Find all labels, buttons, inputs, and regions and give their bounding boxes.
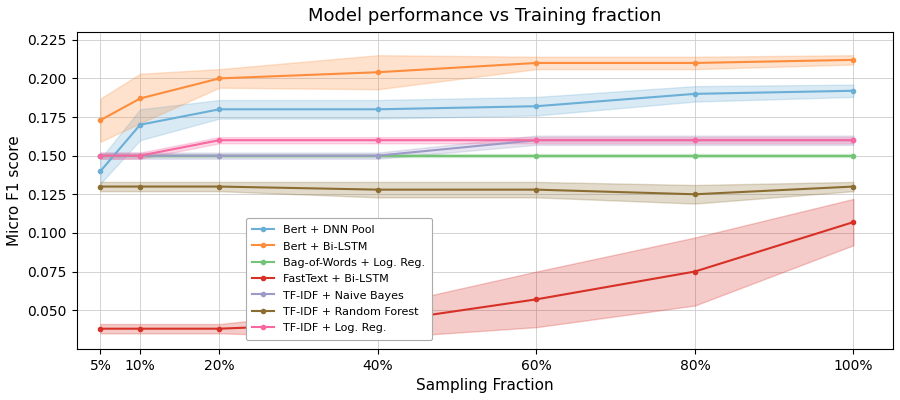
Bag-of-Words + Log. Reg. bbox=[689, 153, 700, 158]
TF-IDF + Random Forest bbox=[848, 184, 859, 189]
Bag-of-Words + Log. Reg. bbox=[95, 153, 106, 158]
FastText + Bi-LSTM bbox=[135, 326, 146, 331]
Legend: Bert + DNN Pool, Bert + Bi-LSTM, Bag-of-Words + Log. Reg., FastText + Bi-LSTM, T: Bert + DNN Pool, Bert + Bi-LSTM, Bag-of-… bbox=[246, 218, 432, 340]
FastText + Bi-LSTM bbox=[95, 326, 106, 331]
TF-IDF + Naive Bayes bbox=[214, 153, 225, 158]
TF-IDF + Naive Bayes bbox=[135, 153, 146, 158]
Bert + DNN Pool bbox=[689, 92, 700, 96]
Bert + DNN Pool bbox=[135, 122, 146, 127]
TF-IDF + Naive Bayes bbox=[689, 138, 700, 143]
Line: FastText + Bi-LSTM: FastText + Bi-LSTM bbox=[98, 220, 856, 331]
TF-IDF + Log. Reg. bbox=[373, 138, 383, 143]
TF-IDF + Random Forest bbox=[135, 184, 146, 189]
Bert + Bi-LSTM bbox=[214, 76, 225, 81]
TF-IDF + Random Forest bbox=[214, 184, 225, 189]
Bert + DNN Pool bbox=[531, 104, 542, 109]
Line: TF-IDF + Random Forest: TF-IDF + Random Forest bbox=[98, 184, 856, 196]
FastText + Bi-LSTM bbox=[689, 269, 700, 274]
Title: Model performance vs Training fraction: Model performance vs Training fraction bbox=[308, 7, 662, 25]
Bert + DNN Pool bbox=[373, 107, 383, 112]
TF-IDF + Log. Reg. bbox=[689, 138, 700, 143]
Bert + Bi-LSTM bbox=[531, 60, 542, 65]
FastText + Bi-LSTM bbox=[373, 320, 383, 325]
TF-IDF + Log. Reg. bbox=[531, 138, 542, 143]
Bert + Bi-LSTM bbox=[373, 70, 383, 75]
Bert + Bi-LSTM bbox=[848, 58, 859, 62]
Bert + DNN Pool bbox=[214, 107, 225, 112]
Line: Bert + Bi-LSTM: Bert + Bi-LSTM bbox=[98, 58, 856, 122]
X-axis label: Sampling Fraction: Sampling Fraction bbox=[416, 378, 554, 393]
FastText + Bi-LSTM bbox=[848, 220, 859, 224]
Bag-of-Words + Log. Reg. bbox=[135, 153, 146, 158]
TF-IDF + Log. Reg. bbox=[95, 153, 106, 158]
TF-IDF + Log. Reg. bbox=[214, 138, 225, 143]
TF-IDF + Random Forest bbox=[531, 187, 542, 192]
Bag-of-Words + Log. Reg. bbox=[531, 153, 542, 158]
TF-IDF + Random Forest bbox=[373, 187, 383, 192]
TF-IDF + Random Forest bbox=[95, 184, 106, 189]
Bag-of-Words + Log. Reg. bbox=[848, 153, 859, 158]
Bag-of-Words + Log. Reg. bbox=[214, 153, 225, 158]
Bert + Bi-LSTM bbox=[689, 60, 700, 65]
TF-IDF + Log. Reg. bbox=[135, 153, 146, 158]
Bag-of-Words + Log. Reg. bbox=[373, 153, 383, 158]
Bert + DNN Pool bbox=[848, 88, 859, 93]
Line: Bert + DNN Pool: Bert + DNN Pool bbox=[98, 89, 856, 173]
Bert + Bi-LSTM bbox=[135, 96, 146, 101]
TF-IDF + Naive Bayes bbox=[848, 138, 859, 143]
Line: Bag-of-Words + Log. Reg.: Bag-of-Words + Log. Reg. bbox=[98, 154, 856, 158]
TF-IDF + Naive Bayes bbox=[531, 138, 542, 143]
TF-IDF + Naive Bayes bbox=[373, 153, 383, 158]
TF-IDF + Random Forest bbox=[689, 192, 700, 197]
Line: TF-IDF + Naive Bayes: TF-IDF + Naive Bayes bbox=[98, 138, 856, 158]
Bert + Bi-LSTM bbox=[95, 118, 106, 122]
TF-IDF + Log. Reg. bbox=[848, 138, 859, 143]
Bert + DNN Pool bbox=[95, 169, 106, 174]
Line: TF-IDF + Log. Reg.: TF-IDF + Log. Reg. bbox=[98, 138, 856, 158]
TF-IDF + Naive Bayes bbox=[95, 153, 106, 158]
FastText + Bi-LSTM bbox=[531, 297, 542, 302]
Y-axis label: Micro F1 score: Micro F1 score bbox=[7, 135, 22, 246]
FastText + Bi-LSTM bbox=[214, 326, 225, 331]
